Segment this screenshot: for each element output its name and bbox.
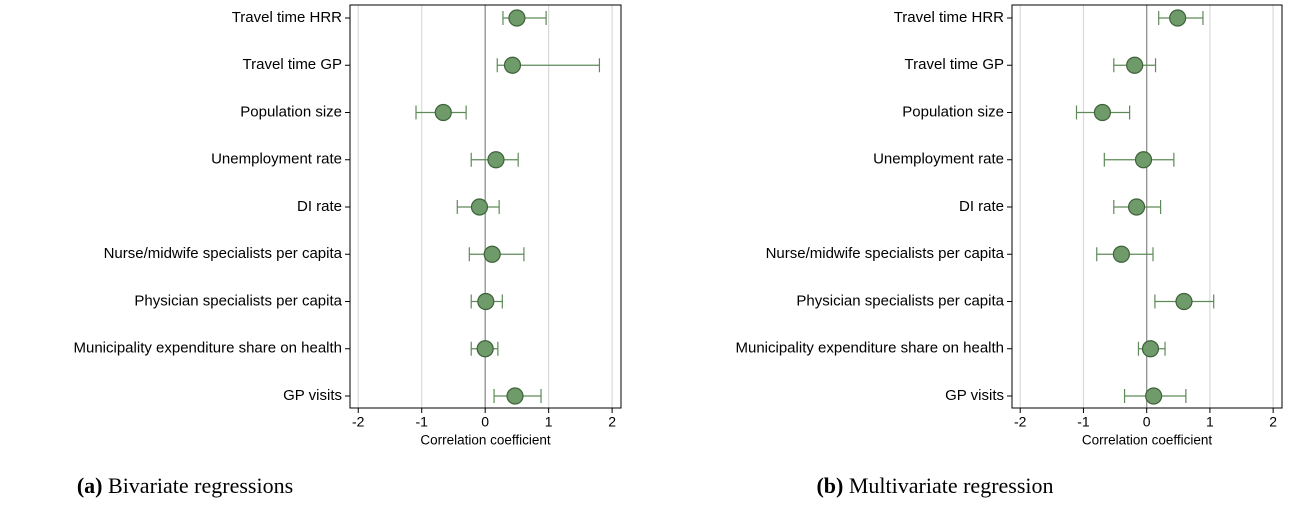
caption: (b) Multivariate regression — [816, 473, 1053, 498]
x-tick-label: -1 — [415, 414, 428, 430]
y-tick-label: DI rate — [959, 198, 1004, 215]
point — [1126, 56, 1144, 74]
point — [1145, 387, 1163, 405]
caption-label: (b) — [816, 473, 843, 498]
point — [1141, 340, 1160, 358]
x-tick-label: 1 — [545, 414, 553, 430]
point — [1134, 151, 1153, 169]
point — [506, 387, 524, 405]
x-tick-label: -1 — [1077, 414, 1090, 430]
x-tick-label: 2 — [1269, 414, 1277, 430]
caption-text: Bivariate regressions — [108, 473, 293, 498]
point — [487, 151, 505, 169]
y-tick-label: GP visits — [945, 387, 1004, 404]
y-tick-label: GP visits — [283, 387, 342, 404]
point — [434, 103, 452, 122]
y-tick-label: Population size — [240, 103, 342, 120]
point — [477, 292, 495, 311]
y-tick-label: Travel time GP — [243, 56, 342, 73]
caption: (a) Bivariate regressions — [77, 473, 293, 498]
y-tick-label: Physician specialists per capita — [796, 292, 1004, 309]
y-tick-label: DI rate — [297, 198, 342, 215]
y-tick-label: Travel time HRR — [894, 9, 1004, 26]
point — [1175, 292, 1193, 311]
x-tick-label: -2 — [352, 414, 365, 430]
point — [508, 9, 526, 27]
x-axis-label: Correlation coefficient — [1082, 433, 1213, 448]
caption-label: (a) — [77, 473, 103, 498]
y-tick-label: Unemployment rate — [873, 151, 1004, 168]
point — [476, 340, 494, 358]
point — [1112, 245, 1130, 263]
x-tick-label: 0 — [1143, 414, 1151, 430]
point — [503, 56, 522, 74]
x-tick-label: -2 — [1014, 414, 1027, 430]
x-tick-label: 0 — [481, 414, 489, 430]
y-tick-label: Physician specialists per capita — [134, 292, 342, 309]
point — [1127, 198, 1146, 216]
point — [470, 198, 489, 216]
caption-text: Multivariate regression — [849, 473, 1054, 498]
x-tick-label: 1 — [1206, 414, 1214, 430]
y-tick-label: Travel time GP — [905, 56, 1004, 73]
point — [483, 245, 501, 263]
point — [1169, 9, 1187, 27]
x-axis-label: Correlation coefficient — [420, 433, 551, 448]
x-tick-label: 2 — [608, 414, 616, 430]
y-tick-label: Travel time HRR — [232, 9, 342, 26]
y-tick-label: Municipality expenditure share on health — [736, 340, 1005, 357]
y-tick-label: Nurse/midwife specialists per capita — [766, 245, 1005, 262]
y-tick-label: Population size — [902, 103, 1004, 120]
y-tick-label: Unemployment rate — [211, 151, 342, 168]
point — [1093, 103, 1112, 122]
y-tick-label: Municipality expenditure share on health — [74, 340, 343, 357]
y-tick-label: Nurse/midwife specialists per capita — [104, 245, 343, 262]
